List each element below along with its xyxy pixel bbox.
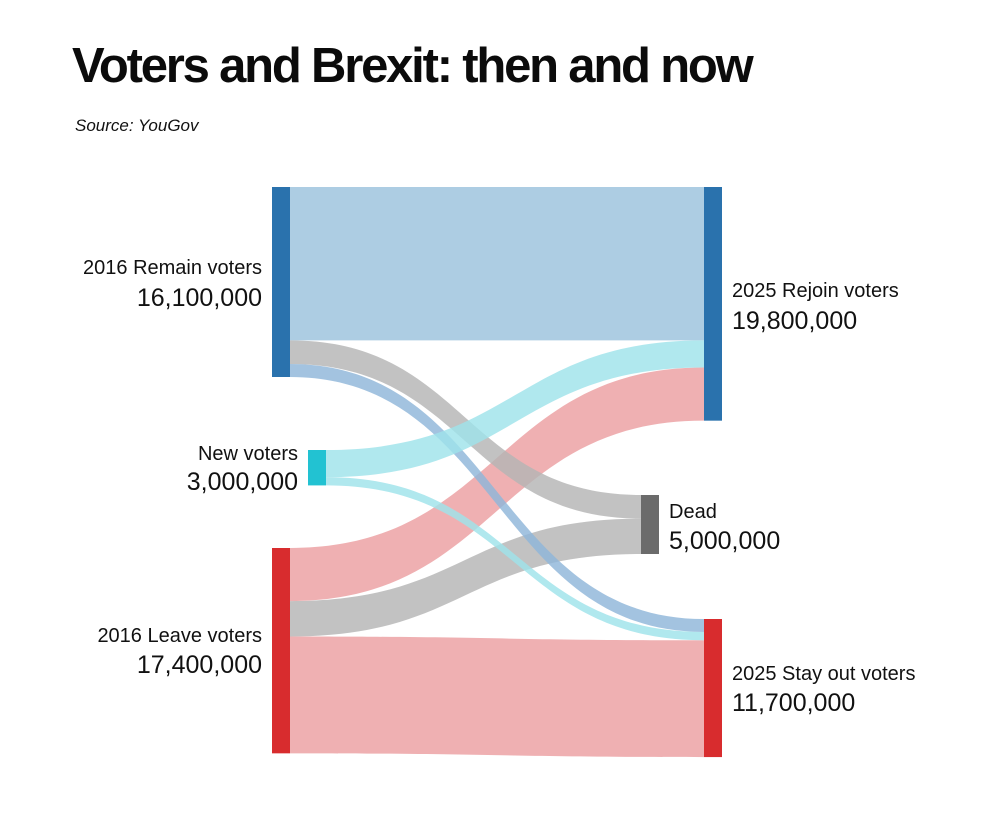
chart-title: Voters and Brexit: then and now xyxy=(72,39,754,93)
source-note: Source: YouGov xyxy=(75,116,199,135)
node-value-leave2016: 17,400,000 xyxy=(137,651,262,679)
node-label-new: New voters xyxy=(198,443,298,465)
link-remain2016-to-rejoin2025 xyxy=(290,187,704,341)
node-bar-new xyxy=(308,450,326,486)
node-bar-rejoin2025 xyxy=(704,187,722,421)
link-leave2016-to-stayout2025 xyxy=(290,636,704,758)
node-bar-remain2016 xyxy=(272,187,290,377)
node-bar-dead xyxy=(641,495,659,555)
node-label-dead: Dead xyxy=(669,501,717,523)
node-value-remain2016: 16,100,000 xyxy=(137,284,262,312)
node-value-new: 3,000,000 xyxy=(187,468,298,496)
node-value-dead: 5,000,000 xyxy=(669,527,780,555)
link-leave2016-to-dead xyxy=(290,518,641,637)
node-bar-leave2016 xyxy=(272,548,290,754)
node-label-leave2016: 2016 Leave voters xyxy=(97,625,262,647)
link-remain2016-to-stayout2025 xyxy=(290,364,704,632)
sankey-labels: 2016 Remain voters 16,100,000 New voters 3,… xyxy=(83,257,915,717)
link-new-to-rejoin2025 xyxy=(326,340,704,478)
link-new-to-stayout2025 xyxy=(326,477,704,641)
link-leave2016-to-rejoin2025 xyxy=(290,367,704,602)
node-value-rejoin2025: 19,800,000 xyxy=(732,307,857,335)
node-bar-stayout2025 xyxy=(704,619,722,758)
node-label-stayout2025: 2025 Stay out voters xyxy=(732,663,915,685)
sankey-links xyxy=(290,187,704,758)
sankey-nodes xyxy=(272,187,722,758)
node-label-remain2016: 2016 Remain voters xyxy=(83,257,262,279)
node-label-rejoin2025: 2025 Rejoin voters xyxy=(732,280,899,302)
node-value-stayout2025: 11,700,000 xyxy=(732,689,855,717)
